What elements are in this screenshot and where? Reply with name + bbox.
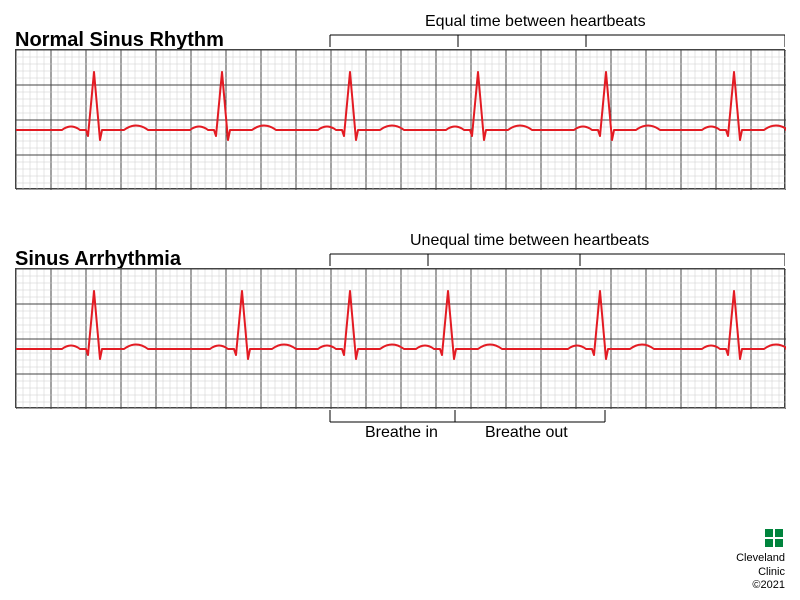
attribution-line-1: Cleveland [736, 552, 785, 564]
arrhythmia-ecg-grid [15, 268, 785, 408]
arrhythmia-bottom-annotation: Breathe in Breathe out [15, 408, 785, 448]
arrhythmia-panel: Sinus Arrhythmia Unequal time between he… [15, 234, 785, 448]
arrhythmia-top-annotation: Sinus Arrhythmia Unequal time between he… [15, 234, 785, 268]
breathe-in-label: Breathe in [365, 424, 438, 442]
normal-top-bracket [15, 15, 785, 49]
breathe-out-label: Breathe out [485, 424, 568, 442]
normal-ecg-trace [16, 50, 786, 190]
cleveland-clinic-logo-icon [763, 527, 785, 549]
normal-top-annotation: Normal Sinus Rhythm Equal time between h… [15, 15, 785, 49]
arrhythmia-top-bracket [15, 234, 785, 268]
normal-ecg-grid [15, 49, 785, 189]
spacer [15, 189, 785, 234]
attribution: Cleveland Clinic ©2021 [736, 527, 785, 592]
attribution-line-2: Clinic [758, 566, 785, 578]
arrhythmia-ecg-trace [16, 269, 786, 409]
normal-panel: Normal Sinus Rhythm Equal time between h… [15, 15, 785, 189]
attribution-line-3: ©2021 [752, 579, 785, 591]
